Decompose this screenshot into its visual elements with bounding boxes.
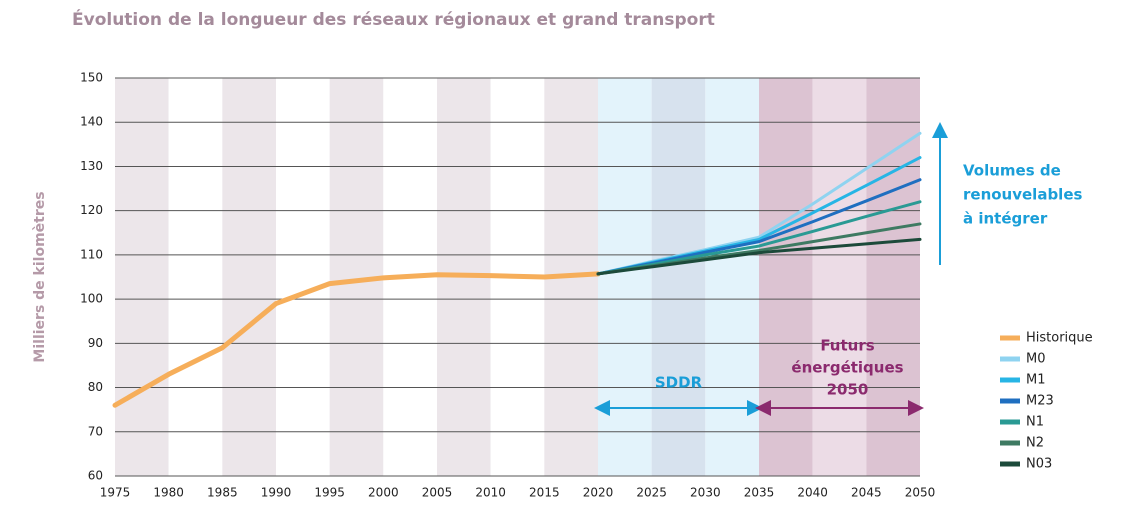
- y-axis-label: Milliers de kilomètres: [32, 191, 48, 362]
- x-tick-label: 2040: [797, 486, 828, 500]
- x-tick-label: 2015: [529, 486, 560, 500]
- x-tick-label: 1990: [261, 486, 292, 500]
- legend-label: N2: [1026, 436, 1044, 451]
- x-tick-label: 2025: [636, 486, 667, 500]
- chart-title: Évolution de la longueur des réseaux rég…: [72, 8, 715, 30]
- x-tick-label: 2045: [851, 486, 882, 500]
- background-band: [598, 78, 652, 476]
- y-tick-label: 90: [88, 336, 103, 350]
- y-tick-label: 130: [80, 159, 103, 173]
- annotation: énergétiques: [791, 359, 903, 377]
- legend-label: N1: [1026, 415, 1044, 430]
- annotation: renouvelables: [963, 186, 1083, 204]
- legend-label: M0: [1026, 352, 1046, 367]
- legend-label: M1: [1026, 373, 1046, 388]
- background-band: [168, 78, 223, 476]
- background-band: [222, 78, 276, 476]
- background-band: [759, 78, 813, 476]
- background-band: [705, 78, 759, 476]
- legend-label: N03: [1026, 457, 1052, 472]
- x-tick-label: 2010: [475, 486, 506, 500]
- legend-label: M23: [1026, 394, 1054, 409]
- y-tick-label: 70: [88, 424, 103, 438]
- annotation: Volumes de: [963, 162, 1061, 180]
- x-tick-label: 2050: [905, 486, 936, 500]
- y-tick-label: 140: [80, 115, 103, 129]
- y-tick-label: 120: [80, 203, 103, 217]
- x-tick-label: 2030: [690, 486, 721, 500]
- x-tick-label: 2000: [368, 486, 399, 500]
- x-tick-label: 1980: [153, 486, 184, 500]
- x-tick-label: 2035: [744, 486, 775, 500]
- background-band: [115, 78, 169, 476]
- y-tick-label: 100: [80, 292, 103, 306]
- background-band: [651, 78, 706, 476]
- y-tick-label: 110: [80, 247, 103, 261]
- annotation: Futurs: [820, 337, 874, 355]
- background-band: [812, 78, 867, 476]
- x-tick-label: 1975: [100, 486, 131, 500]
- legend-label: Historique: [1026, 331, 1093, 346]
- series-line: [112, 271, 601, 408]
- x-tick-label: 2020: [583, 486, 614, 500]
- y-tick-label: 80: [88, 380, 103, 394]
- series-line: [596, 237, 922, 276]
- annotation: à intégrer: [963, 210, 1048, 228]
- x-tick-label: 2005: [422, 486, 453, 500]
- background-band: [276, 78, 330, 476]
- y-tick-label: 150: [80, 71, 103, 85]
- annotation: SDDR: [655, 374, 703, 392]
- annotation: 2050: [827, 381, 869, 399]
- x-tick-label: 1995: [314, 486, 345, 500]
- y-tick-label: 60: [88, 469, 103, 483]
- x-tick-label: 1985: [207, 486, 238, 500]
